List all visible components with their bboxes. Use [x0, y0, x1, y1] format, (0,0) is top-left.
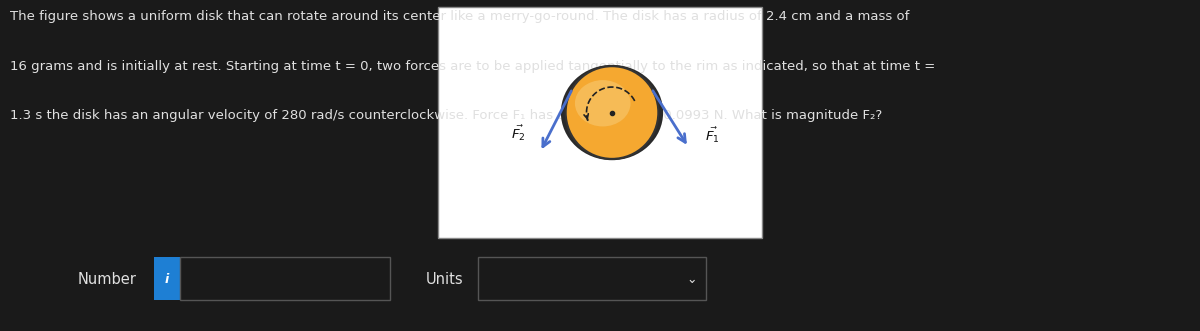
Text: 1.3 s the disk has an angular velocity of 280 rad/s counterclockwise. Force F₁ h: 1.3 s the disk has an angular velocity o… — [10, 109, 882, 122]
Text: $\vec{F_2}$: $\vec{F_2}$ — [511, 123, 526, 143]
Ellipse shape — [560, 65, 664, 160]
Text: The figure shows a uniform disk that can rotate around its center like a merry-g: The figure shows a uniform disk that can… — [10, 10, 908, 23]
Ellipse shape — [575, 80, 630, 126]
Text: Number: Number — [78, 272, 137, 287]
Bar — [180, 257, 390, 300]
Text: Units: Units — [426, 272, 463, 287]
Text: $\vec{F_1}$: $\vec{F_1}$ — [706, 125, 720, 145]
Text: i: i — [164, 273, 169, 286]
Text: 16 grams and is initially at rest. Starting at time t = 0, two forces are to be : 16 grams and is initially at rest. Start… — [10, 60, 935, 72]
Ellipse shape — [565, 66, 659, 159]
Bar — [154, 257, 180, 300]
Bar — [438, 7, 762, 238]
Text: ⌄: ⌄ — [686, 273, 696, 286]
Bar — [478, 257, 706, 300]
